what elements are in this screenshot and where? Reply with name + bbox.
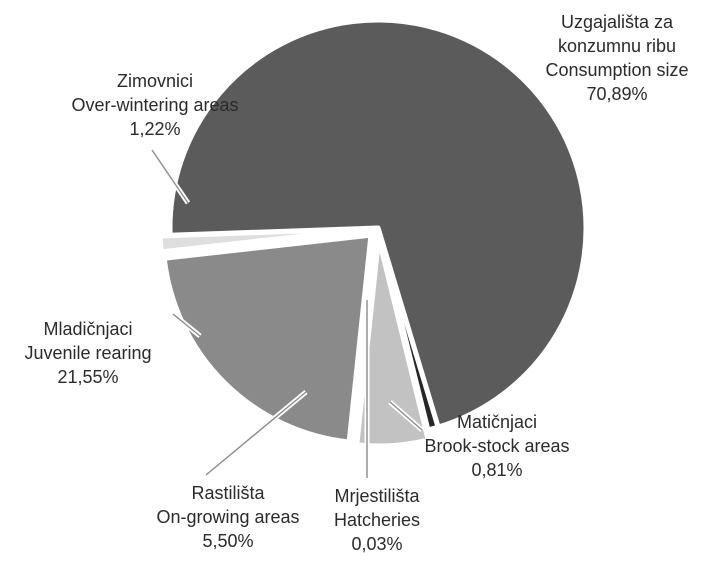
pie-slice-4: [354, 235, 431, 449]
slice-value: 0,81%: [471, 460, 522, 480]
leader-line-4: [205, 391, 307, 476]
pie-slice-5: [161, 232, 374, 445]
pie-slice-1: [167, 17, 589, 430]
slice-label-line: Mrjestilišta: [334, 486, 420, 506]
slice-label-line: konzumnu ribu: [558, 36, 676, 56]
slice-value: 5,50%: [202, 531, 253, 551]
slice-label-line: Zimovnici: [117, 71, 193, 91]
slice-label-line: Rastilišta: [191, 483, 265, 503]
leader-line-2: [389, 401, 423, 431]
leader-line-6: [151, 149, 189, 204]
slice-label-2: Matičnjaci Brook-stock areas 0,81%: [424, 412, 569, 480]
slice-label-line: Hatcheries: [334, 510, 420, 530]
slice-value: 21,55%: [57, 367, 118, 387]
slice-label-line: Brook-stock areas: [424, 436, 569, 456]
slice-label-line: On-growing areas: [156, 507, 299, 527]
slice-label-line: Consumption size: [545, 60, 688, 80]
slice-label-6: Zimovnici Over-wintering areas 1,22%: [71, 71, 238, 139]
slice-label-line: Matičnjaci: [457, 412, 537, 432]
slice-label-4: Rastilišta On-growing areas 5,50%: [156, 483, 299, 551]
slice-label-1: Uzgajališta za konzumnu ribu Consumption s…: [545, 12, 688, 104]
leader-line-5: [172, 313, 201, 337]
slice-label-3: Mrjestilišta Hatcheries 0,03%: [334, 486, 421, 554]
slice-value: 70,89%: [586, 84, 647, 104]
slice-label-line: Juvenile rearing: [24, 343, 151, 363]
slice-label-line: Uzgajališta za: [561, 12, 674, 32]
slice-label-line: Over-wintering areas: [71, 95, 238, 115]
slice-value: 1,22%: [129, 119, 180, 139]
pie-slice-6: [157, 226, 371, 255]
slice-value: 0,03%: [351, 534, 402, 554]
slice-label-line: Mladičnjaci: [43, 319, 132, 339]
slice-label-5: Mladičnjaci Juvenile rearing 21,55%: [24, 319, 151, 387]
